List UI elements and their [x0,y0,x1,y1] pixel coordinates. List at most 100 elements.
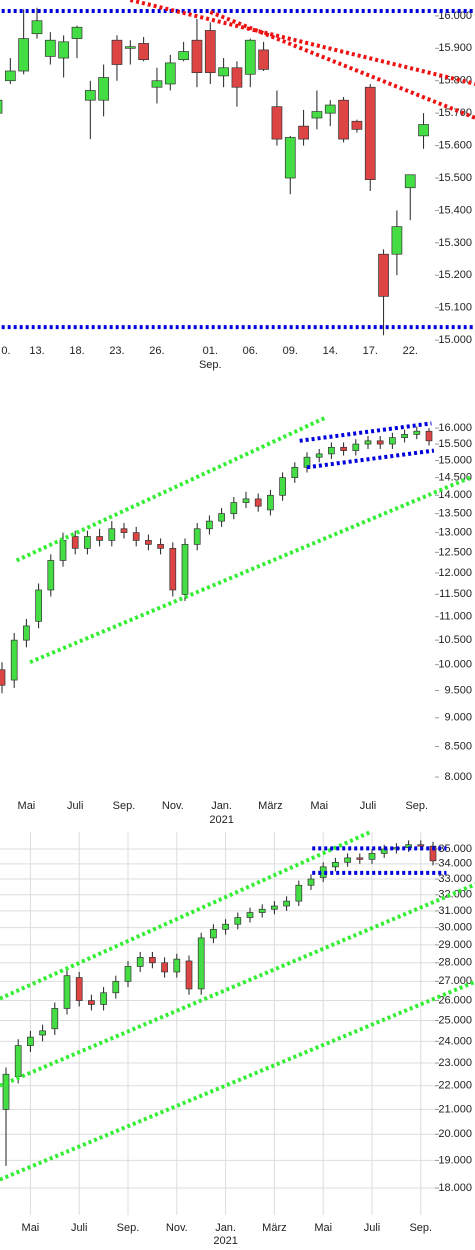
candle-body [267,494,274,511]
candle [303,452,311,473]
y-tick-label: 21.000 [438,1103,472,1115]
x-tick-label: Mai [22,1222,40,1234]
x-tick-label: 26. [149,345,164,357]
candle-body [71,536,79,549]
candle [295,880,303,906]
candle-body [88,1000,95,1005]
candle [279,472,286,501]
candle [181,538,189,601]
candle [242,491,250,509]
y-tick-label: 11.000 [439,611,472,623]
x-tick-label: 0. [1,345,10,357]
x-tick-label: Nov. [162,800,184,812]
candle [376,435,384,449]
candle-body [169,547,177,591]
y-tick-label: 15.500 [438,438,472,450]
x-tick-label: Juli [364,1222,381,1234]
candle [291,462,299,483]
candle-body [59,540,67,561]
candle-body [39,1030,46,1036]
candle [88,994,95,1011]
y-tick-label: 12.000 [438,567,472,579]
candle [157,538,164,555]
candle [84,530,91,555]
candle [328,442,335,459]
candle [173,953,181,978]
x-tick-label: 06. [243,345,258,357]
candle-body [258,49,269,70]
candle [84,80,96,140]
candle [352,439,360,456]
candle-body [58,41,70,59]
y-tick-label: 15.700 [438,107,472,119]
candle-body [338,99,349,140]
candle-body [356,857,364,860]
candle [218,58,229,88]
candle [244,38,256,88]
candle-body [244,39,256,75]
candle-body [31,20,43,35]
x-tick-label: 17. [363,345,378,357]
y-tick-label: 25.000 [438,1014,472,1026]
candle-body [401,434,408,438]
candle-body [18,38,30,72]
candle [44,32,56,65]
y-tick-label: 13.000 [438,527,472,539]
candle [283,896,290,911]
candle [27,1030,34,1053]
candle-body [391,226,403,255]
x-tick-label: Sep. [409,1222,432,1234]
candlestick-chart: 16.00015.50015.00014.50014.00013.50013.0… [0,415,473,826]
y-tick-label: 33.000 [438,873,472,885]
candle-body [295,884,303,902]
candle [58,35,70,78]
candle [332,857,339,872]
trend-line [0,830,372,1001]
candle [0,662,6,694]
candle [391,210,403,276]
x-tick-label: 18. [69,345,84,357]
candlestick-chart: 16.000 15.900 15.800 15.700 15.600 15.500 15.4… [0,0,475,371]
x-sublabel: 2021 [209,814,233,826]
y-tick-label: 31.000 [438,905,472,917]
candle-body [4,70,16,82]
candle [100,987,107,1011]
candle [145,534,152,551]
x-tick-label: März [258,800,282,812]
candle-body [364,440,372,445]
candle [71,25,83,59]
candle-body [0,669,6,686]
candle [169,542,177,597]
y-tick-label: 24.000 [438,1035,472,1047]
y-tick-label: 15.500 [438,172,472,184]
trend-line [129,0,475,86]
candle [230,497,238,520]
x-tick-label: 01. [203,345,218,357]
x-tick-label: 23. [109,345,124,357]
candle-body [376,440,384,445]
candle-body [35,589,42,622]
candle-body [344,857,351,863]
y-tick-label: 23.000 [438,1057,472,1069]
candle-body [164,62,176,85]
candle [18,9,30,75]
y-tick-label: 13.500 [438,508,472,520]
y-tick-label: 22.000 [438,1080,472,1092]
candle-body [234,917,242,925]
candle [151,67,163,104]
candle [311,90,323,130]
candle-body [181,544,189,595]
candle-body [151,80,163,88]
candle-body [328,446,335,455]
x-tick-label: 22. [403,345,418,357]
x-tick-label: Sep. [117,1222,140,1234]
candle [185,955,193,995]
candle-body [218,67,229,77]
candle-body [404,174,416,189]
x-tick-label: Sep. [113,800,136,812]
trend-line [306,448,435,470]
candle-body [149,956,156,964]
candle-body [246,912,254,918]
candle [138,36,149,62]
